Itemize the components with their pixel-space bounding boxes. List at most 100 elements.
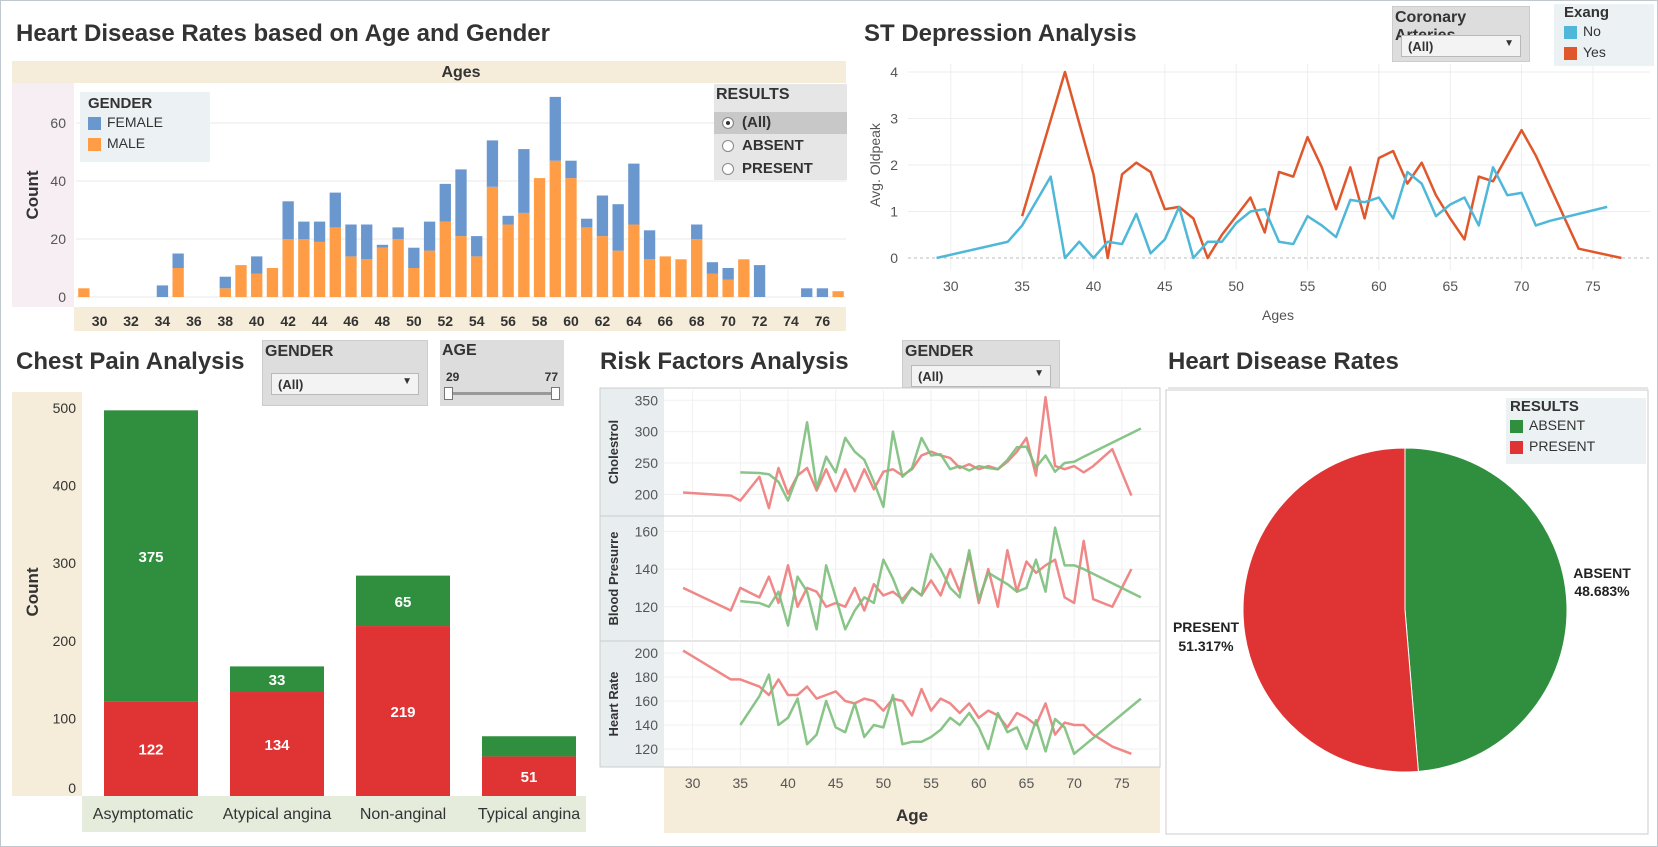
- present-bar: [356, 626, 450, 796]
- risk-panel-border: [599, 640, 1161, 768]
- pie-pct-absent: 48.683%: [1574, 583, 1630, 599]
- age-slider-min-handle[interactable]: [444, 387, 453, 400]
- male-bar: [565, 178, 577, 297]
- coronary-dropdown[interactable]: (All) ▼: [1401, 35, 1521, 57]
- count-axis-title: Count: [23, 170, 42, 219]
- present-bar: [104, 701, 198, 796]
- risk-line-absent: [739, 673, 1142, 756]
- risk-gender-dropdown[interactable]: (All) ▼: [911, 365, 1051, 387]
- risk-ytick-label: 120: [635, 599, 659, 615]
- present-bar: [230, 692, 324, 796]
- st-yaxis-title: Avg. Oldpeak: [867, 122, 883, 207]
- female-bar: [282, 201, 294, 239]
- present-bar: [482, 756, 576, 796]
- coronary-arteries-filter: Coronary Arteries (All)▼: [1392, 6, 1530, 62]
- ages-axis-title: Ages: [441, 64, 480, 81]
- risk-ytick-label: 140: [635, 717, 659, 733]
- st-ytick-label: 0: [890, 250, 898, 266]
- female-bar: [596, 195, 609, 237]
- legend-label-no: No: [1583, 23, 1601, 39]
- risk-line-absent: [740, 526, 1142, 631]
- risk-xtick-label: 45: [828, 775, 844, 791]
- male-bar: [172, 268, 184, 297]
- male-bar: [345, 256, 357, 297]
- chest-xaxis-band: [82, 796, 586, 832]
- chevron-down-icon: ▼: [1504, 38, 1514, 49]
- chest-ytick-label: 300: [53, 555, 77, 571]
- legend-item-absent[interactable]: ABSENT: [1510, 415, 1642, 436]
- male-bar: [659, 256, 671, 297]
- female-bar: [376, 244, 389, 248]
- st-xtick-label: 30: [943, 278, 959, 294]
- risk-ytick-label: 160: [635, 523, 659, 539]
- chest-category-label: Non-anginal: [360, 806, 446, 823]
- female-bar: [392, 227, 404, 239]
- pie-panel-border: [1165, 389, 1649, 835]
- female-swatch: [88, 116, 101, 130]
- age-slider-max-handle[interactable]: [551, 387, 560, 400]
- risk-ytick-label: 250: [635, 455, 659, 471]
- age-gender-title: Heart Disease Rates based on Age and Gen…: [16, 20, 550, 47]
- chest-gender-dropdown[interactable]: (All) ▼: [271, 373, 419, 395]
- legend-item-female[interactable]: FEMALE: [88, 112, 202, 133]
- female-bar: [329, 192, 341, 228]
- chest-yaxis-title: Count: [23, 567, 42, 616]
- age-xtick-label: 40: [249, 313, 265, 329]
- age-xtick-label: 58: [532, 313, 548, 329]
- female-bar: [313, 221, 326, 242]
- female-bar: [722, 268, 734, 280]
- st-ytick-label: 2: [890, 157, 898, 173]
- female-bar: [172, 253, 184, 268]
- male-bar: [78, 288, 90, 297]
- age-max-value: 77: [544, 370, 558, 384]
- male-bar: [596, 236, 609, 297]
- absent-swatch: [1510, 419, 1523, 433]
- female-bar: [706, 262, 719, 274]
- female-bar: [408, 247, 420, 268]
- legend-item-male[interactable]: MALE: [88, 133, 202, 154]
- risk-line-present: [682, 649, 1132, 755]
- age-xtick-label: 54: [469, 313, 485, 329]
- age-xtick-label: 74: [783, 313, 799, 329]
- female-bar: [502, 215, 514, 225]
- results-option-absent[interactable]: ABSENT: [714, 135, 847, 157]
- results-option-all[interactable]: (All): [714, 112, 847, 134]
- chest-ytick-label: 0: [68, 780, 76, 796]
- male-bar: [361, 259, 373, 297]
- female-bar: [801, 288, 813, 297]
- risk-panel-ylabel: Cholestrol: [606, 420, 621, 484]
- risk-xtick-label: 50: [876, 775, 892, 791]
- risk-xtick-label: 40: [780, 775, 796, 791]
- st-ytick-label: 3: [890, 111, 898, 127]
- male-bar: [518, 212, 530, 297]
- female-bar: [439, 183, 451, 222]
- results-legend-title: RESULTS: [1510, 398, 1579, 415]
- results-option-label: ABSENT: [742, 137, 804, 154]
- age-ytick-label: 0: [58, 289, 66, 305]
- legend-item-no[interactable]: No: [1564, 21, 1644, 42]
- female-bar: [628, 163, 640, 225]
- risk-panel-ylabel: Heart Rate: [606, 671, 621, 736]
- present-data-label: 134: [264, 737, 290, 754]
- risk-xtick-label: 60: [971, 775, 987, 791]
- risk-gender-label: GENDER: [905, 343, 974, 360]
- chest-ytick-label: 200: [53, 633, 77, 649]
- legend-item-yes[interactable]: Yes: [1564, 42, 1644, 63]
- male-bar: [455, 236, 467, 297]
- present-data-label: 219: [390, 704, 415, 721]
- legend-item-present[interactable]: PRESENT: [1510, 436, 1642, 457]
- risk-yaxis-band: [600, 388, 664, 767]
- age-ytick-label: 20: [50, 231, 66, 247]
- chest-ytick-label: 500: [53, 400, 77, 416]
- legend-label-absent: ABSENT: [1529, 417, 1586, 433]
- risk-xtick-label: 55: [923, 775, 939, 791]
- st-xtick-label: 75: [1585, 278, 1601, 294]
- age-filter: AGE 29 77: [440, 340, 564, 406]
- gender-legend-title: GENDER: [88, 95, 153, 112]
- results-legend: RESULTS ABSENT PRESENT: [1506, 398, 1646, 464]
- risk-ytick-label: 140: [635, 561, 659, 577]
- chest-gender-value: (All): [278, 377, 304, 392]
- results-option-present[interactable]: PRESENT: [714, 158, 847, 180]
- st-ytick-label: 4: [890, 64, 898, 80]
